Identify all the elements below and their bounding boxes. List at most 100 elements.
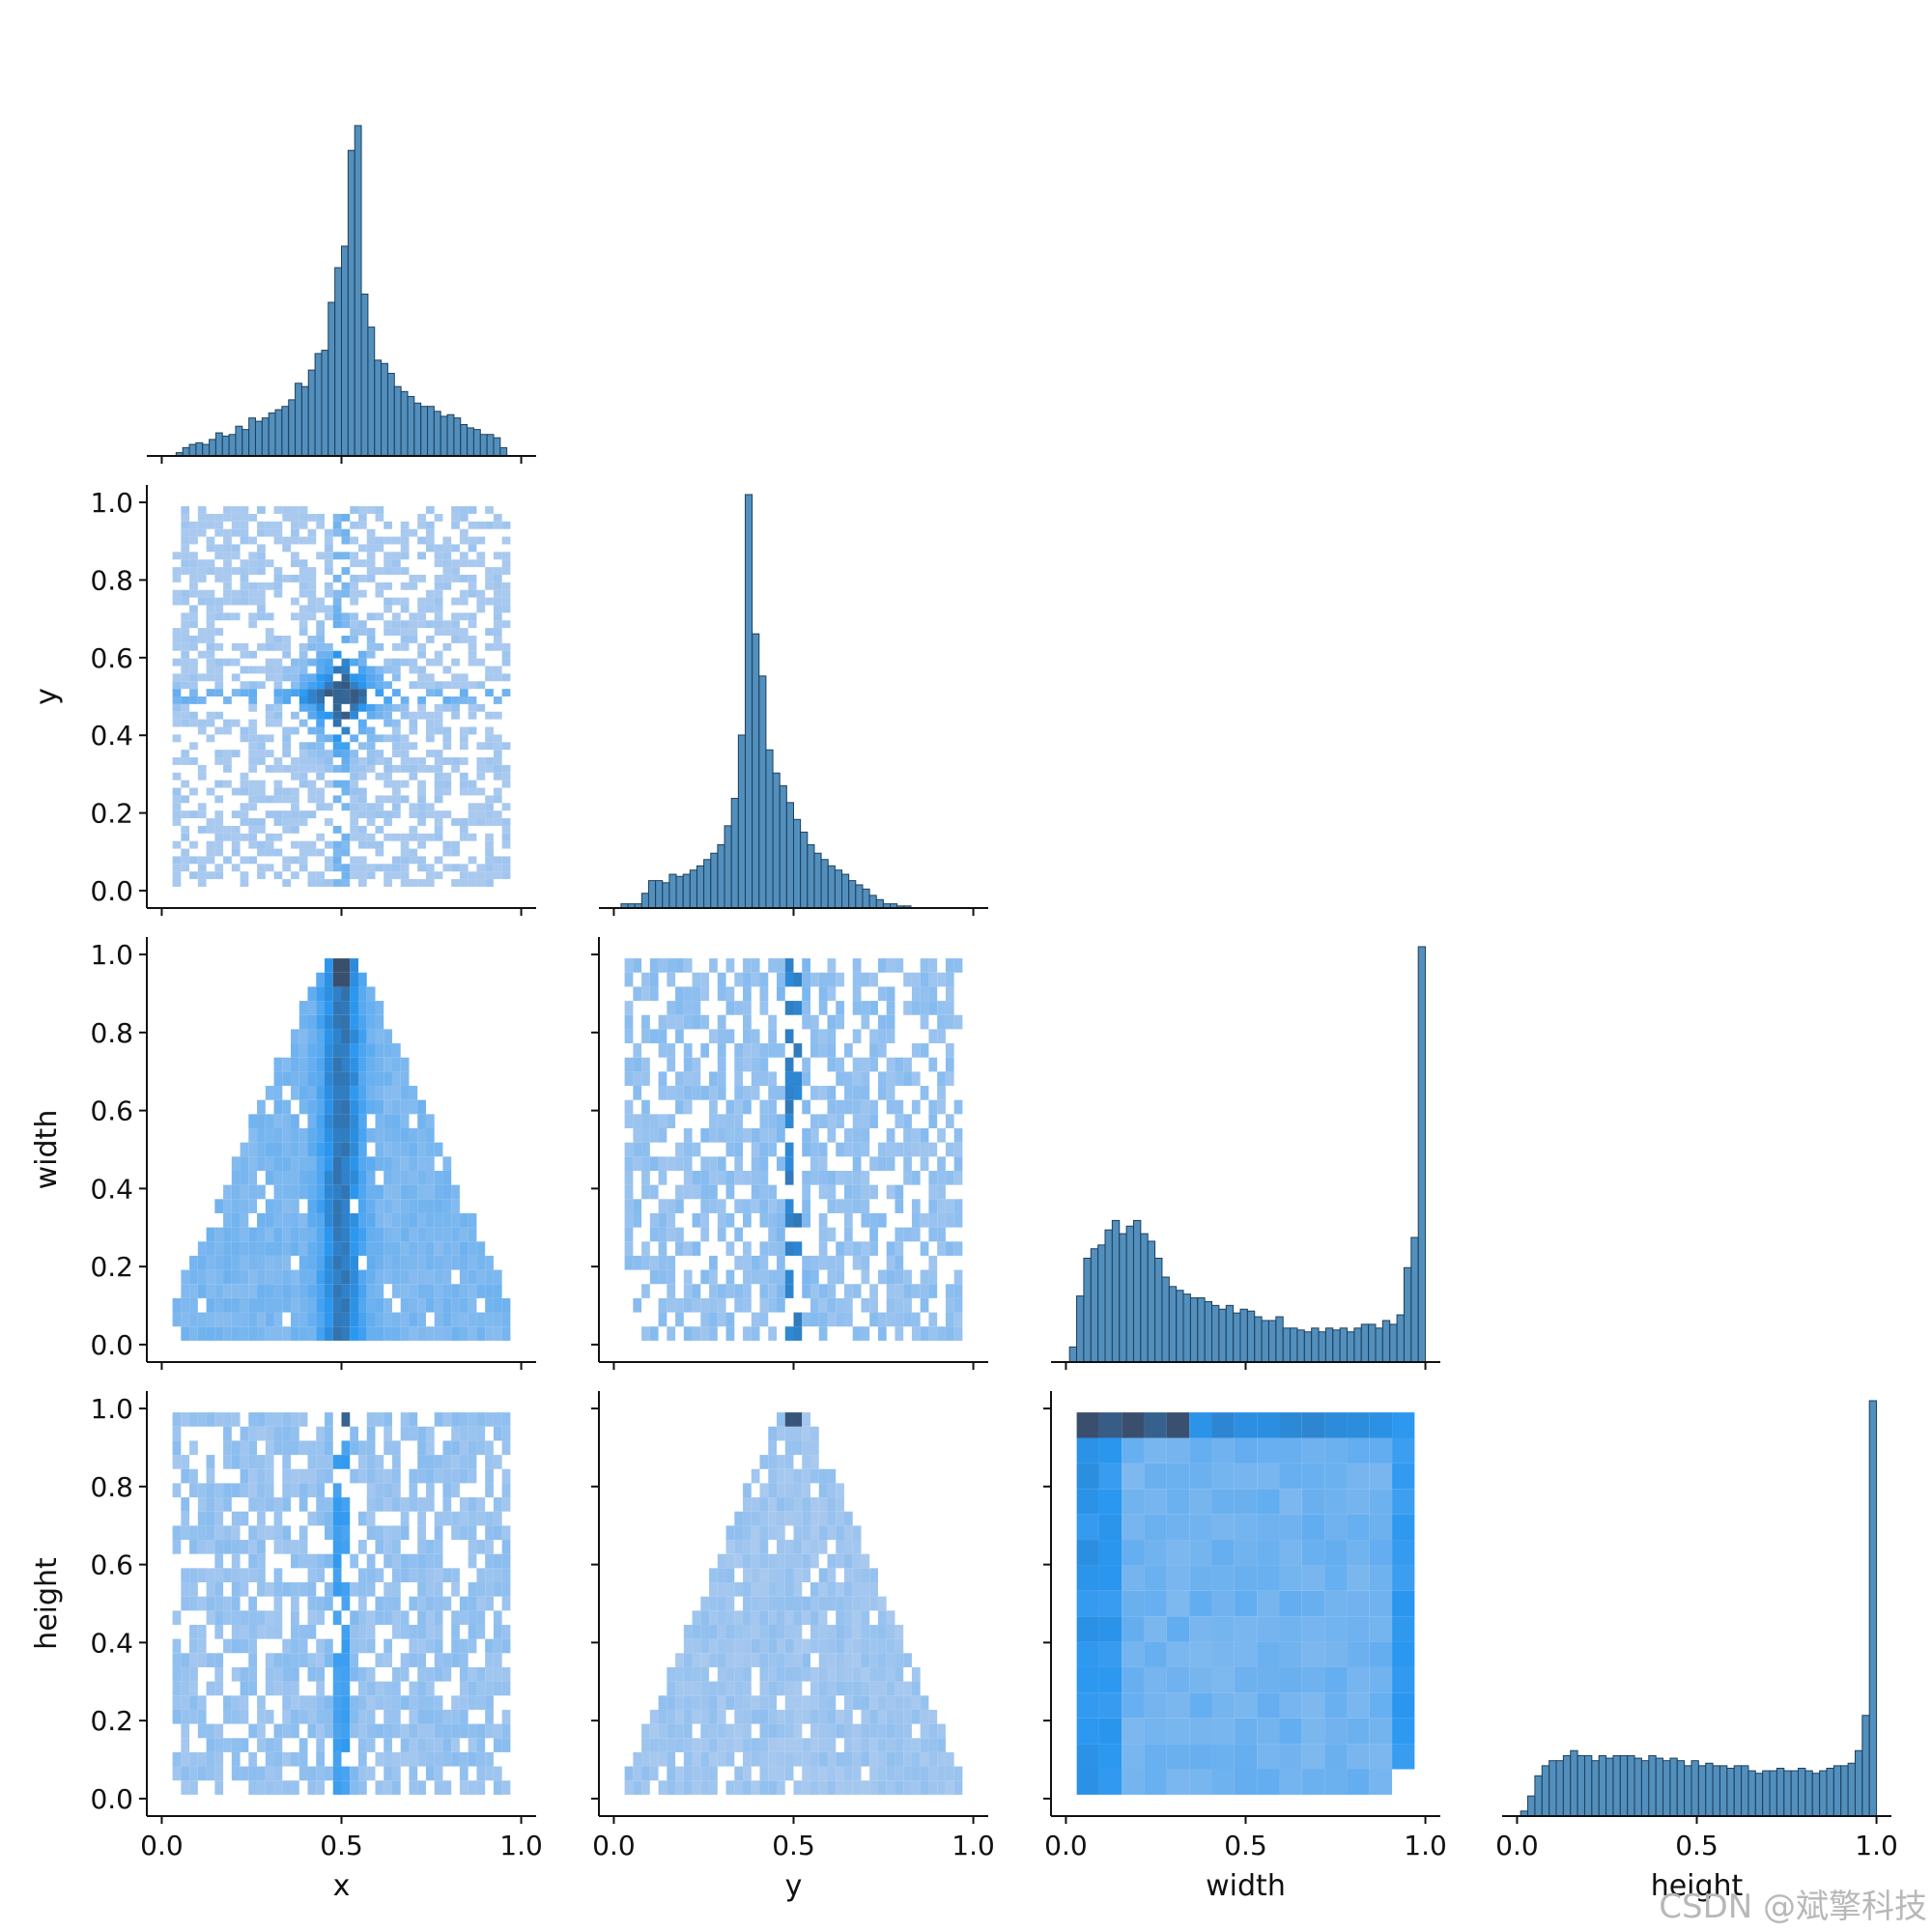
heatmap-cell xyxy=(633,1199,642,1213)
heatmap-cell xyxy=(282,726,292,735)
heatmap-cell xyxy=(357,1440,367,1456)
hist-bar xyxy=(407,395,415,457)
heatmap-cell xyxy=(231,597,241,606)
heatmap-cell xyxy=(298,742,308,751)
heatmap-cell xyxy=(784,1099,794,1115)
heatmap-cell xyxy=(759,1043,769,1058)
heatmap-cell xyxy=(869,1582,878,1597)
heatmap-cell xyxy=(316,803,326,811)
heatmap-cell xyxy=(633,986,642,1002)
heatmap-cell xyxy=(869,1043,878,1058)
heatmap-cell xyxy=(459,879,469,887)
heatmap-cell xyxy=(273,848,283,857)
heatmap-cell xyxy=(375,1780,384,1795)
heatmap-cell xyxy=(240,879,249,887)
heatmap-cell xyxy=(409,1709,418,1724)
heatmap-cell xyxy=(485,871,494,880)
heatmap-cell xyxy=(886,1766,895,1781)
heatmap-cell xyxy=(700,972,710,987)
heatmap-cell xyxy=(641,1128,650,1143)
heatmap-cell xyxy=(451,696,460,704)
heatmap-cell xyxy=(375,864,384,872)
heatmap-cell xyxy=(325,711,333,720)
heatmap-cell xyxy=(700,1312,710,1327)
heatmap-cell xyxy=(291,856,299,865)
x-tick-label: 0.5 xyxy=(1224,1830,1267,1861)
heatmap-cell xyxy=(206,635,215,643)
heatmap-cell xyxy=(391,1312,401,1327)
heatmap-cell xyxy=(784,1426,794,1441)
heatmap-cell xyxy=(366,703,376,712)
heatmap-cell xyxy=(181,681,190,690)
heatmap-cell xyxy=(273,1426,283,1441)
heatmap-cell xyxy=(332,1312,342,1327)
heatmap-cell xyxy=(341,681,351,690)
heatmap-cell xyxy=(391,1455,401,1469)
heatmap-cell xyxy=(751,1086,760,1100)
heatmap-cell xyxy=(307,1780,317,1795)
heatmap-cell xyxy=(451,711,460,720)
heatmap-cell xyxy=(384,1695,392,1710)
heatmap-cell xyxy=(341,958,351,973)
heatmap-cell xyxy=(777,1426,785,1441)
heatmap-cell xyxy=(920,1156,929,1171)
heatmap-cell xyxy=(485,642,494,651)
heatmap-cell xyxy=(468,780,477,788)
heatmap-cell xyxy=(332,764,342,773)
heatmap-cell xyxy=(197,1525,207,1541)
heatmap-cell xyxy=(181,1497,190,1512)
heatmap-cell xyxy=(1392,1590,1415,1617)
heatmap-cell xyxy=(384,521,392,529)
heatmap-cell xyxy=(273,1142,283,1157)
heatmap-cell xyxy=(307,1440,317,1456)
heatmap-cell xyxy=(181,848,190,857)
heatmap-cell xyxy=(223,856,232,865)
heatmap-cell xyxy=(341,1666,351,1682)
heatmap-cell xyxy=(810,1297,819,1313)
heatmap-cell xyxy=(172,803,182,811)
heatmap-cell xyxy=(391,742,401,751)
heatmap-cell xyxy=(231,1624,241,1639)
heatmap-cell xyxy=(316,750,326,758)
heatmap-cell xyxy=(485,1723,494,1739)
heatmap-cell xyxy=(1122,1463,1145,1490)
heatmap-cell xyxy=(810,1738,819,1752)
heatmap-cell xyxy=(197,1540,207,1554)
heatmap-cell xyxy=(459,1497,469,1512)
heatmap-cell xyxy=(240,1483,249,1498)
heatmap-cell xyxy=(341,1455,351,1469)
heatmap-cell xyxy=(291,513,299,522)
heatmap-cell xyxy=(391,1184,401,1200)
hist-bar xyxy=(1410,1236,1419,1363)
heatmap-cell xyxy=(852,1255,862,1270)
heatmap-cell xyxy=(265,848,274,857)
heatmap-cell xyxy=(434,1582,443,1597)
heatmap-cell xyxy=(1324,1437,1348,1463)
heatmap-cell xyxy=(391,1057,401,1072)
heatmap-cell xyxy=(468,521,477,529)
heatmap-cell xyxy=(189,840,198,849)
heatmap-cell xyxy=(1347,1718,1370,1745)
heatmap-cell xyxy=(903,1170,912,1185)
heatmap-cell xyxy=(633,1142,642,1157)
heatmap-cell xyxy=(743,1099,752,1115)
heatmap-cell xyxy=(206,620,215,629)
heatmap-cell xyxy=(802,1525,810,1541)
heatmap-cell xyxy=(307,597,317,606)
heatmap-cell xyxy=(425,864,435,872)
heatmap-cell xyxy=(391,1043,401,1058)
heatmap-cell xyxy=(501,1638,511,1654)
heatmap-cell xyxy=(777,1114,785,1129)
heatmap-cell xyxy=(743,1057,752,1072)
heatmap-cell xyxy=(206,1723,215,1739)
heatmap-cell xyxy=(476,1312,486,1327)
heatmap-cell xyxy=(298,642,308,651)
heatmap-cell xyxy=(928,1269,938,1285)
heatmap-cell xyxy=(501,689,511,696)
heatmap-cell xyxy=(709,1071,718,1087)
heatmap-cell xyxy=(717,1638,726,1654)
heatmap-cell xyxy=(743,1553,752,1569)
heatmap-cell xyxy=(717,1624,726,1639)
heatmap-cell xyxy=(1234,1540,1258,1566)
hist-bar xyxy=(640,893,649,909)
